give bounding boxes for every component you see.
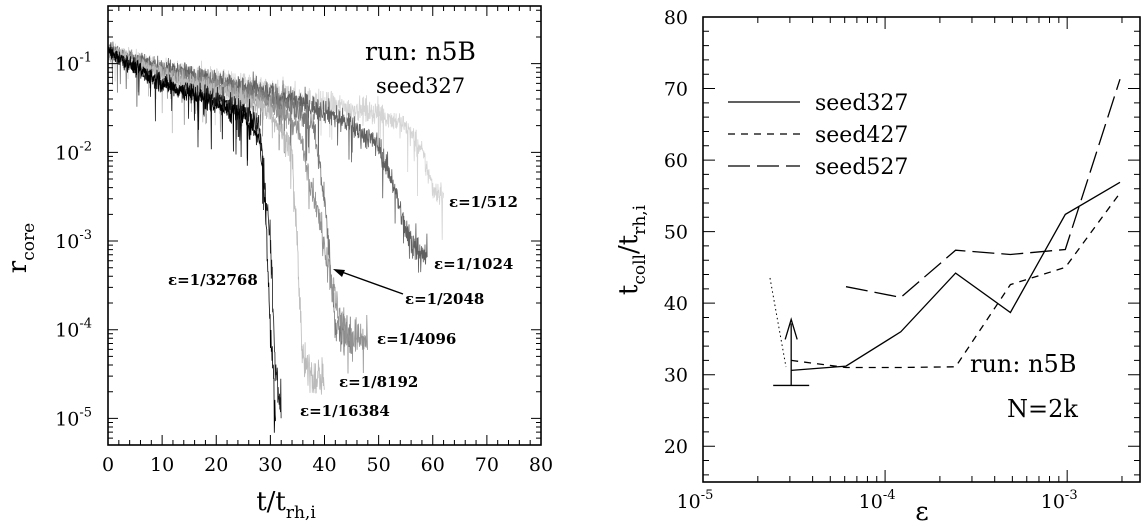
left-x-axis-title: t/trh,i	[256, 487, 316, 523]
lower-limit-marker	[773, 317, 810, 387]
legend-label-seed427: seed427	[815, 123, 908, 148]
left-x-tick-label: 10	[150, 454, 174, 476]
right-x-tick-label: 10-4	[859, 488, 896, 513]
left-y-tick-labels: 10-1 10-2 10-3 10-4 10-5	[55, 51, 92, 431]
left-x-tick-label: 40	[312, 454, 336, 476]
left-y-tick-label: 10-5	[55, 405, 92, 430]
series-label-3: ε=1/4096	[377, 330, 456, 348]
left-y-axis-title: rcore	[3, 223, 39, 273]
left-y-tick-label: 10-4	[55, 317, 92, 342]
right-y-tick-labels: 20 30 40 50 60 70 80	[664, 7, 688, 458]
right-y-axis-title: tcoll/trh,i	[614, 204, 650, 295]
left-tick-marks	[107, 6, 542, 445]
series-line-seed527	[845, 79, 1121, 299]
series-label-6: ε=1/32768	[168, 271, 258, 289]
right-tick-marks	[702, 16, 1140, 482]
right-x-tick-labels: 10-5 10-4 10-3	[677, 488, 1078, 513]
right-x-tick-label: 10-5	[677, 488, 714, 513]
left-x-tick-label: 50	[367, 454, 391, 476]
left-x-tick-label: 60	[421, 454, 445, 476]
right-annotation-run: run: n5B	[970, 350, 1076, 378]
right-x-axis-title: ε	[915, 497, 928, 527]
right-y-tick-label: 30	[664, 365, 688, 387]
left-x-tick-label: 30	[258, 454, 282, 476]
right-y-tick-label: 20	[664, 436, 688, 458]
left-series-group	[107, 41, 444, 433]
left-series-labels: ε=1/512 ε=1/1024 ε=1/2048 ε=1/4096 ε=1/8192 ε…	[168, 193, 518, 420]
left-x-tick-label: 70	[475, 454, 499, 476]
right-x-tick-label: 10-3	[1041, 488, 1078, 513]
left-annotation-run: run: n5B	[365, 37, 476, 66]
series-line-seed327	[791, 181, 1121, 372]
left-x-tick-labels: 0 10 20 30 40 50 60 70 80	[102, 454, 553, 476]
legend-label-seed527: seed527	[815, 155, 908, 180]
left-x-tick-label: 80	[529, 454, 553, 476]
left-x-tick-label: 20	[204, 454, 228, 476]
seed527-dotted-connector	[769, 277, 787, 368]
series-line-seed427	[791, 192, 1121, 369]
left-y-tick-label: 10-2	[55, 139, 92, 164]
left-y-tick-label: 10-3	[55, 228, 92, 253]
series-trace-1	[107, 41, 428, 273]
series-label-5: ε=1/16384	[300, 402, 390, 420]
left-ticks	[107, 6, 542, 445]
right-y-tick-label: 60	[664, 150, 688, 172]
right-legend: seed327 seed427 seed527	[728, 91, 908, 180]
eps-2048-arrowhead	[333, 269, 345, 277]
right-y-tick-label: 80	[664, 7, 688, 29]
right-plot-frame	[702, 16, 1141, 483]
left-y-tick-label: 10-1	[55, 51, 92, 76]
right-ticks	[702, 16, 1140, 482]
right-annotation-n: N=2k	[1007, 395, 1078, 423]
right-series-group	[791, 79, 1121, 372]
right-y-tick-label: 70	[664, 79, 688, 101]
series-label-4: ε=1/8192	[339, 373, 418, 391]
right-chart: 10-5 10-4 10-3 20 30 40 50 60 70 80 seed327 seed4…	[614, 7, 1141, 527]
left-annotation-seed: seed327	[376, 74, 465, 98]
series-trace-6	[107, 47, 276, 433]
right-y-tick-label: 50	[664, 222, 688, 244]
series-label-1: ε=1/1024	[434, 255, 513, 273]
right-y-tick-label: 40	[664, 293, 688, 315]
limit-arrowhead	[784, 317, 798, 340]
series-label-0: ε=1/512	[449, 193, 518, 211]
series-label-2: ε=1/2048	[405, 290, 484, 308]
left-chart: 0 10 20 30 40 50 60 70 80 10-1 10-2 10-3 10-4 10-5 r…	[3, 5, 553, 523]
legend-label-seed327: seed327	[815, 91, 908, 116]
eps-2048-pointer-arrow	[338, 270, 404, 295]
left-x-tick-label: 0	[102, 454, 114, 476]
